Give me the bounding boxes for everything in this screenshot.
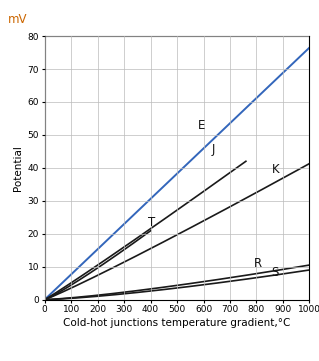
Text: mV: mV [8, 13, 27, 26]
X-axis label: Cold-hot junctions temperature gradient,°C: Cold-hot junctions temperature gradient,… [63, 318, 291, 329]
Text: J: J [211, 143, 215, 156]
Text: R: R [254, 257, 262, 270]
Text: T: T [148, 216, 155, 229]
Y-axis label: Potential: Potential [13, 145, 23, 191]
Text: E: E [198, 119, 206, 132]
Text: K: K [272, 163, 280, 176]
Text: S: S [271, 266, 278, 279]
